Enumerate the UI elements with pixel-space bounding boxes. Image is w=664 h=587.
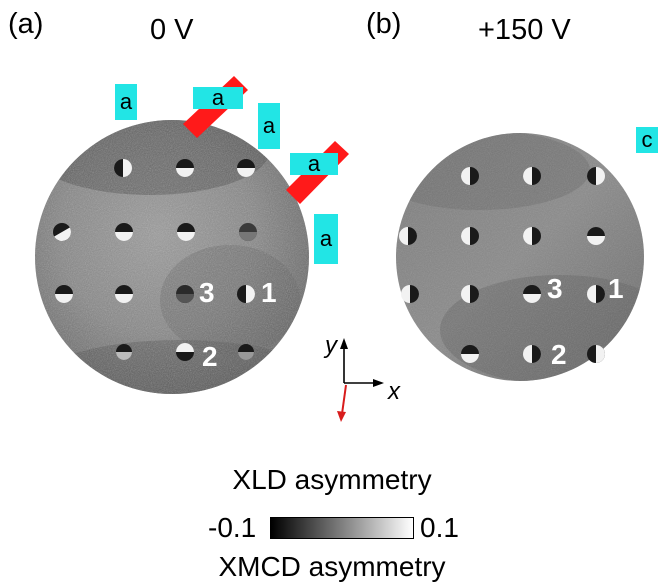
hole-number-b-2: 2 — [551, 339, 567, 370]
colorbar-title-bottom: XMCD asymmetry — [218, 551, 446, 582]
colorbar-gradient — [270, 517, 414, 539]
colorbar-min-label: -0.1 — [208, 512, 257, 543]
disc-a — [35, 120, 309, 394]
hole-number-b-1: 1 — [608, 273, 624, 304]
hole-number-a-1: 1 — [261, 277, 277, 308]
marker-a-2: a — [193, 87, 243, 109]
marker-b-1: c — [636, 127, 658, 153]
colorbar: -0.1 0.1 — [0, 513, 664, 543]
hole-number-b-3: 3 — [547, 273, 563, 304]
axis-y-label: y — [325, 332, 337, 359]
colorbar-title-top: XLD asymmetry — [232, 464, 432, 495]
hole-number-a-2: 2 — [202, 341, 218, 372]
holes-b — [399, 167, 605, 363]
panel-b-voltage: +150 V — [478, 14, 571, 46]
panel-a-voltage: 0 V — [150, 14, 194, 46]
disc-b — [396, 133, 644, 381]
axis-x-label: x — [388, 378, 400, 405]
marker-a-4: a — [290, 153, 338, 175]
marker-a-5: a — [314, 214, 338, 264]
axes-glyph — [337, 338, 384, 422]
panel-a-label: (a) — [8, 8, 44, 40]
marker-a-1: a — [115, 84, 137, 120]
holes-a — [53, 159, 257, 361]
magnetization-arrow — [341, 384, 347, 415]
hole-number-a-3: 3 — [199, 277, 215, 308]
panel-b-label: (b) — [366, 8, 402, 40]
marker-a-3: a — [258, 103, 280, 149]
colorbar-max-label: 0.1 — [420, 512, 459, 543]
